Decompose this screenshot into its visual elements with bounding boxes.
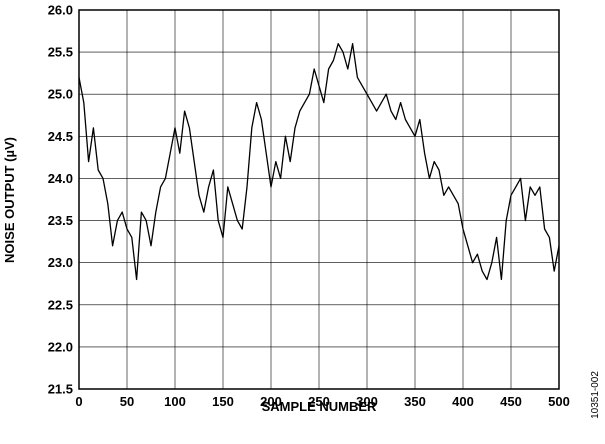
x-tick-label: 200: [260, 394, 282, 409]
y-tick-label: 22.5: [48, 297, 73, 312]
x-axis-title: SAMPLE NUMBER: [262, 399, 377, 414]
y-tick-label: 22.0: [48, 339, 73, 354]
y-tick-label: 25.0: [48, 87, 73, 102]
x-tick-label: 350: [404, 394, 426, 409]
y-axis-title: NOISE OUTPUT (µV): [2, 137, 17, 263]
series-layer: [78, 43, 560, 281]
x-tick-label: 400: [452, 394, 474, 409]
x-tick-label: 450: [500, 394, 522, 409]
y-tick-labels: 21.5 22.0 22.5 23.0 23.5 24.0 24.5 25.0 25.5 26.0: [48, 3, 73, 397]
series-line: [78, 43, 560, 281]
y-tick-label: 26.0: [48, 3, 73, 18]
x-tick-label: 50: [120, 394, 134, 409]
y-tick-label: 23.0: [48, 255, 73, 270]
x-tick-label: 500: [548, 394, 570, 409]
x-tick-label: 0: [75, 394, 82, 409]
x-tick-label: 150: [212, 394, 234, 409]
x-tick-label: 300: [356, 394, 378, 409]
figure-id: 10351-002: [590, 371, 601, 419]
y-tick-label: 25.5: [48, 45, 73, 60]
y-tick-label: 24.0: [48, 171, 73, 186]
grid-lines: [79, 10, 559, 389]
y-tick-label: 24.5: [48, 129, 73, 144]
x-tick-label: 100: [164, 394, 186, 409]
x-tick-labels: 0 50 100 150 200 250 300 350 400 450 500: [75, 394, 569, 409]
y-tick-label: 21.5: [48, 382, 73, 397]
y-tick-label: 23.5: [48, 213, 73, 228]
plot-frame: [78, 9, 560, 390]
x-tick-label: 250: [308, 394, 330, 409]
